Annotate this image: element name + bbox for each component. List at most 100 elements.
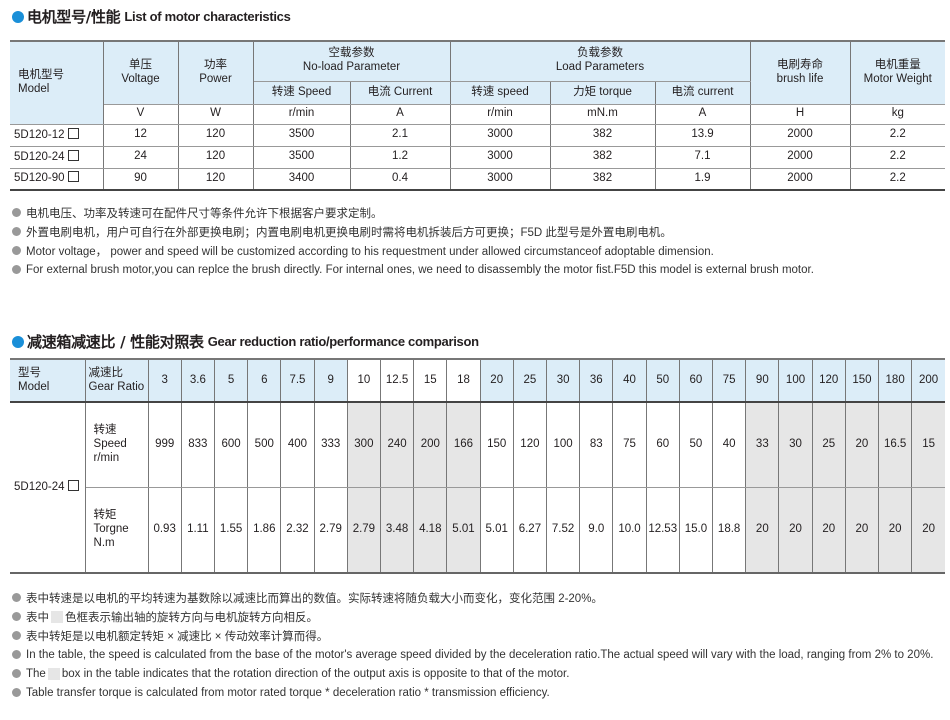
speed-cell: 400	[280, 402, 315, 488]
subheader-cell: 力矩 torque	[549, 81, 656, 105]
data-cell: 3000	[449, 168, 551, 191]
speed-cell: 33	[745, 402, 780, 488]
title-cn: 电机型号/性能	[27, 8, 121, 26]
data-cell: 382	[549, 146, 656, 169]
note-text: 表中	[26, 611, 49, 624]
data-cell: 2.2	[849, 146, 946, 169]
data-cell: 3000	[449, 146, 551, 169]
ratio-header-cell: 15	[413, 359, 448, 403]
table-row: 5D120-24 24 120 3500 1.2 3000 382 7.1 2000 2.2	[10, 146, 946, 169]
table-row: 5D120-12 12 120 3500 2.1 3000 382 13.9 2000 2.2	[10, 124, 946, 147]
speed-cell: 75	[612, 402, 647, 488]
bullet-icon	[12, 688, 21, 697]
ratio-header-cell: 5	[213, 359, 249, 403]
model-cell: 5D120-90	[10, 168, 104, 191]
header-load: 负载参数 Load Parameters	[449, 41, 751, 82]
ratio-header-cell: 40	[612, 359, 647, 403]
speed-cell: 833	[180, 402, 215, 488]
torque-cell: 20	[911, 487, 945, 574]
data-cell: 2000	[749, 146, 851, 169]
torque-cell: 1.55	[213, 487, 249, 574]
ratio-header-cell: 3	[147, 359, 182, 403]
speed-cell: 240	[379, 402, 415, 488]
bullet-dot-icon	[12, 10, 24, 23]
torque-cell: 4.18	[413, 487, 448, 574]
model-cell: 5D120-24	[10, 146, 104, 169]
data-cell: 120	[177, 168, 254, 191]
bullet-icon	[12, 227, 21, 236]
data-cell: 3500	[252, 146, 351, 169]
speed-cell: 30	[778, 402, 813, 488]
ratio-header-cell: 100	[778, 359, 813, 403]
header-weight: 电机重量 Motor Weight	[849, 41, 946, 105]
torque-cell: 15.0	[678, 487, 714, 574]
notes-section2: 表中转速是以电机的平均转速为基数除以减速比而算出的数值。实际转速将随负载大小而变…	[12, 588, 933, 702]
subheader-cell: 电流 current	[654, 81, 751, 105]
shade-swatch-icon	[51, 610, 63, 623]
note-text: Motor voltage， power and speed will be c…	[26, 245, 714, 258]
bullet-icon	[12, 593, 21, 602]
data-cell: 12	[102, 124, 179, 147]
ratio-header-cell: 18	[446, 359, 481, 403]
speed-cell: 600	[213, 402, 249, 488]
torque-cell: 1.11	[180, 487, 215, 574]
note-text: 表中转速是以电机的平均转速为基数除以减速比而算出的数值。实际转速将随负载大小而变…	[26, 592, 603, 605]
torque-label: 转矩 Torgne N.m	[85, 487, 149, 574]
ratio-header-cell: 50	[645, 359, 680, 403]
bullet-dot-icon	[12, 335, 24, 348]
speed-cell: 25	[811, 402, 846, 488]
bullet-icon	[12, 631, 21, 640]
speed-label: 转速 Speed r/min	[84, 402, 149, 488]
torque-cell: 5.01	[446, 487, 481, 574]
ratio-header-cell: 20	[479, 359, 514, 403]
speed-cell: 500	[247, 402, 282, 488]
torque-cell: 6.27	[512, 487, 548, 574]
subheader-cell: 转速 Speed	[253, 81, 351, 105]
checkbox-square-icon	[67, 149, 79, 161]
model-cell: 5D120-12	[10, 124, 104, 147]
note-item: 外置电刷电机，用户可自行在外部更换电刷；内置电刷电机更换电刷时需将电机拆装后方可…	[12, 222, 814, 241]
unit-cell: kg	[849, 104, 946, 125]
note-text: 电机电压、功率及转速可在配件尺寸等条件允许下根据客户要求定制。	[26, 207, 383, 220]
data-cell: 2.1	[349, 124, 451, 147]
note-text: box in the table indicates that the rota…	[61, 667, 570, 680]
ratio-header-cell: 12.5	[379, 359, 415, 403]
data-cell: 7.1	[654, 146, 751, 169]
bullet-icon	[12, 246, 21, 255]
title-cn: 减速箱减速比 / 性能对照表	[27, 333, 204, 351]
model-name: 5D120-90	[14, 172, 65, 185]
speed-cell: 166	[446, 402, 481, 488]
data-cell: 2.2	[849, 168, 946, 191]
unit-cell: A	[654, 104, 751, 125]
shade-swatch-icon	[47, 667, 60, 680]
torque-cell: 20	[778, 487, 813, 574]
torque-cell: 12.53	[645, 487, 680, 574]
note-item: 电机电压、功率及转速可在配件尺寸等条件允许下根据客户要求定制。	[12, 203, 814, 222]
title-en: List of motor characteristics	[124, 9, 291, 24]
data-cell: 2000	[749, 168, 851, 191]
ratio-header-cell: 120	[811, 359, 846, 403]
note-text: 色框表示输出轴的旋转方向与电机旋转方向相反。	[65, 611, 318, 624]
ratio-header-cell: 3.6	[180, 359, 215, 403]
speed-cell: 200	[413, 402, 448, 488]
checkbox-square-icon	[67, 127, 79, 139]
data-cell: 13.9	[654, 124, 751, 147]
bullet-icon	[12, 669, 21, 678]
ratio-header-cell: 36	[579, 359, 614, 403]
speed-cell: 60	[645, 402, 680, 488]
data-cell: 382	[549, 124, 656, 147]
torque-cell: 7.52	[545, 487, 581, 574]
header-noload: 空载参数 No-load Parameter	[252, 41, 451, 82]
subheader-cell: 转速 speed	[449, 81, 551, 105]
ratio-header-cell: 6	[247, 359, 282, 403]
data-cell: 2000	[749, 124, 851, 147]
unit-cell: r/min	[252, 104, 351, 125]
ratio-header-cell: 7.5	[280, 359, 315, 403]
unit-cell: A	[349, 104, 451, 125]
note-item: For external brush motor,you can replce …	[12, 260, 814, 279]
header-power: 功率 Power	[177, 41, 254, 105]
torque-cell: 20	[844, 487, 880, 574]
motor-characteristics-table: 电机型号 Model 单压 Voltage 功率 Power 空载参数 No-load …	[10, 40, 946, 191]
data-cell: 3400	[252, 168, 351, 191]
speed-cell: 16.5	[878, 402, 913, 488]
